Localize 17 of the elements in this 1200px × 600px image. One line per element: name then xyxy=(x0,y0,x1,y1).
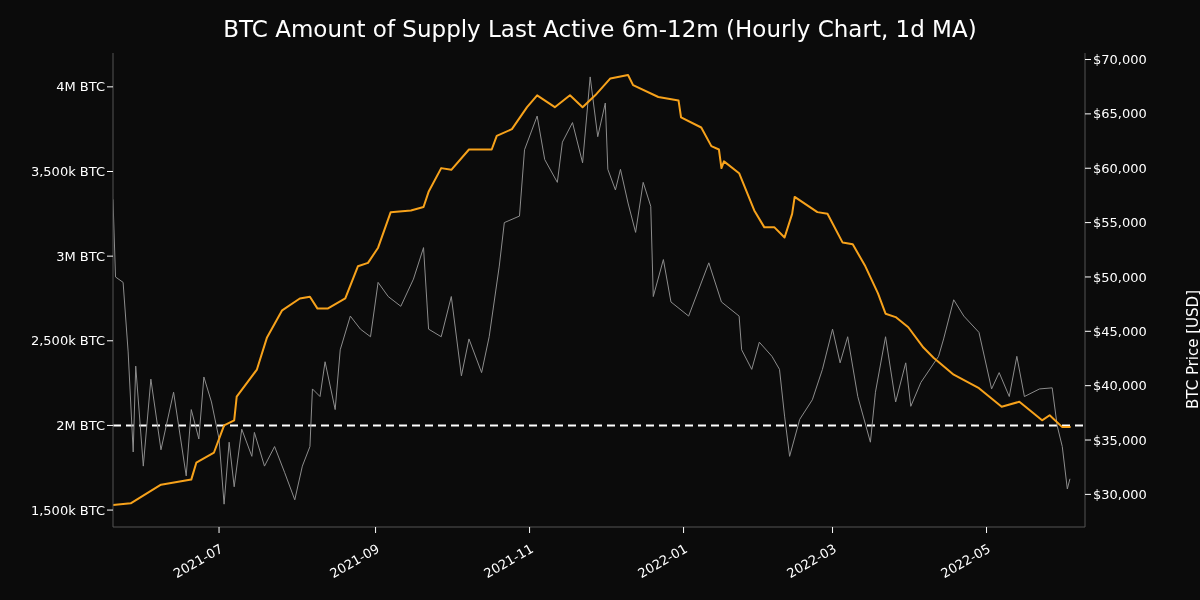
y2-tick-label: $70,000 xyxy=(1093,52,1147,68)
y-tick-label: 1,500k BTC xyxy=(30,502,105,518)
chart-title: BTC Amount of Supply Last Active 6m-12m (Hourly Chart, 1d MA) xyxy=(222,16,978,42)
y-tick-label: 3M BTC xyxy=(56,248,105,264)
y2-tick-label: $65,000 xyxy=(1093,106,1147,122)
y-tick-label: 3,500k BTC xyxy=(30,164,105,180)
y-tick-label: 4M BTC xyxy=(56,79,105,95)
y2-tick-label: $35,000 xyxy=(1093,432,1147,448)
y2-tick-label: $55,000 xyxy=(1093,215,1147,231)
y-tick-label: 2M BTC xyxy=(56,418,105,434)
y-tick-label: 2,500k BTC xyxy=(30,333,105,349)
y2-axis-title: BTC Price [USD] xyxy=(1184,290,1200,409)
y2-tick-label: $45,000 xyxy=(1093,323,1147,339)
y2-tick-label: $40,000 xyxy=(1093,378,1147,394)
y2-tick-label: $60,000 xyxy=(1093,160,1147,176)
y2-tick-label: $50,000 xyxy=(1093,269,1147,285)
y2-tick-label: $30,000 xyxy=(1093,487,1147,502)
